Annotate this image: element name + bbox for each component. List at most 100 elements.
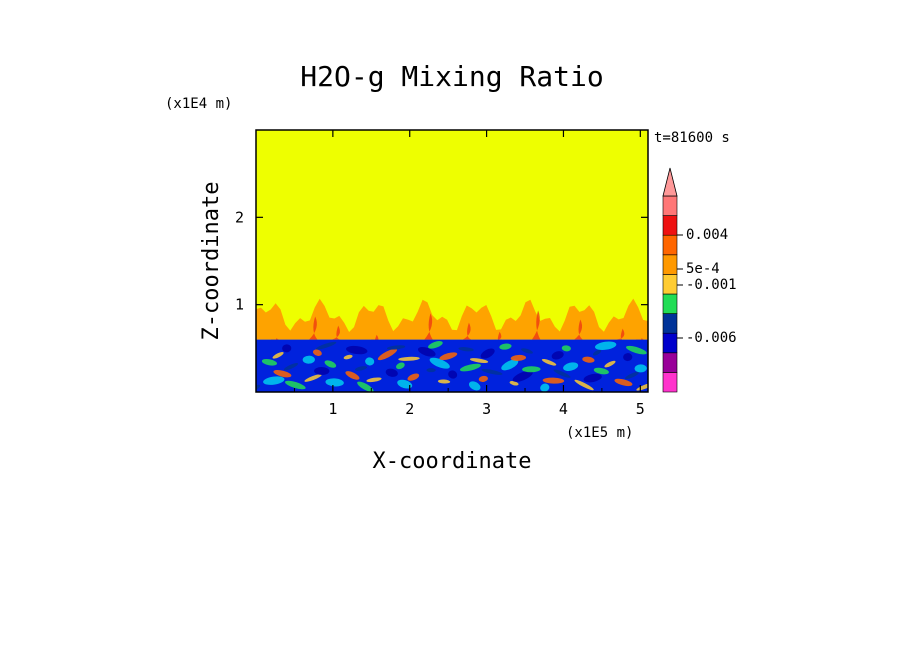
eddy-patch	[563, 362, 579, 371]
eddy-patch	[540, 383, 550, 392]
colorbar-label: 5e-4	[686, 261, 720, 277]
colorbar-segment	[662, 234, 678, 256]
eddy-patch	[377, 348, 398, 361]
y-axis-label: Z-coordinate	[199, 182, 224, 341]
x-unit-label: (x1E5 m)	[566, 425, 633, 441]
eddy-patch	[357, 381, 374, 392]
eddy-patch	[283, 363, 299, 371]
eddy-patch	[302, 355, 315, 364]
plume-streak	[332, 325, 341, 340]
eddy-patch	[397, 379, 413, 389]
eddy-patch	[263, 376, 285, 385]
y-tick-label: 1	[235, 296, 244, 314]
eddy-patch	[304, 374, 322, 382]
plume-streak	[424, 313, 433, 340]
eddy-patch	[417, 346, 436, 357]
eddy-patch	[604, 360, 616, 368]
eddy-patch	[583, 373, 602, 383]
x-tick-label: 5	[636, 400, 645, 418]
eddy-patch	[426, 368, 436, 373]
x-tick-label: 3	[482, 400, 491, 418]
eddy-patch	[345, 371, 360, 380]
eddy-patch	[468, 381, 481, 391]
eddy-patch	[429, 357, 450, 369]
eddy-patch	[512, 370, 533, 382]
eddy-patch	[499, 343, 512, 350]
eddy-patch	[448, 370, 458, 379]
plume-layer-field	[256, 298, 648, 340]
eddy-patch	[481, 368, 503, 375]
eddy-patch	[624, 371, 640, 380]
colorbar-segment	[662, 372, 678, 393]
eddy-patch	[594, 341, 617, 350]
plume-streak	[531, 310, 541, 340]
x-tick-label: 4	[559, 400, 568, 418]
eddy-patch	[365, 357, 375, 366]
colorbar-extend-arrow	[662, 167, 678, 197]
eddy-patch	[439, 352, 458, 361]
eddy-patch	[634, 364, 647, 373]
plume-streak	[616, 328, 625, 340]
eddy-patch	[623, 353, 633, 362]
plume-streak	[309, 316, 318, 340]
eddy-patch	[272, 352, 284, 359]
colorbar-label: -0.006	[686, 330, 737, 346]
colorbar-segment	[662, 313, 678, 334]
eddy-patch	[366, 377, 382, 383]
eddy-patch	[261, 359, 278, 366]
plot-frame	[255, 129, 649, 393]
eddy-patch	[626, 345, 647, 355]
x-tick-label: 1	[328, 400, 337, 418]
eddy-patch	[343, 354, 353, 360]
colorbar-label: -0.001	[686, 277, 737, 293]
colorbar-segment	[662, 352, 678, 373]
eddy-patch	[285, 380, 306, 390]
eddy-patch	[325, 378, 344, 387]
colorbar-segment	[662, 332, 678, 354]
eddy-patch	[459, 363, 481, 372]
eddy-patch	[256, 384, 261, 391]
eddy-patch	[428, 341, 443, 349]
time-label: t=81600 s	[654, 130, 730, 146]
eddy-patch	[592, 349, 602, 356]
plume-streak	[462, 322, 472, 340]
eddy-patch	[510, 354, 527, 361]
eddy-patch	[437, 379, 451, 384]
eddy-patch	[501, 359, 519, 371]
eddy-patch	[509, 380, 519, 386]
y-tick-label: 2	[235, 208, 244, 226]
colorbar-segment	[662, 195, 678, 216]
eddy-patch	[458, 347, 474, 352]
x-axis-label: X-coordinate	[373, 449, 532, 474]
colorbar-segment	[662, 274, 678, 295]
eddy-patch	[315, 341, 337, 350]
eddy-patch	[480, 348, 495, 359]
eddy-patch	[355, 366, 368, 371]
axes: 1 2 3 4 5 1 2	[235, 130, 648, 418]
eddy-patch	[282, 344, 292, 353]
chart-title: H2O-g Mixing Ratio	[300, 60, 603, 93]
eddy-patch	[398, 356, 420, 361]
colorbar-segment	[662, 293, 678, 314]
eddy-patch	[273, 369, 292, 378]
eddy-patch	[407, 373, 420, 381]
eddy-patch	[346, 345, 368, 355]
eddy-patch	[396, 362, 405, 370]
eddy-patch	[312, 349, 322, 356]
eddy-patch	[614, 378, 633, 387]
eddy-patch	[542, 377, 565, 384]
eddy-patch	[574, 379, 594, 391]
boundary-layer-field	[256, 339, 648, 392]
eddy-patch	[593, 367, 609, 375]
eddy-patch	[386, 345, 406, 350]
plot-area	[256, 130, 648, 392]
eddy-patch	[469, 358, 489, 364]
eddy-patch	[521, 348, 533, 354]
eddy-patch	[541, 358, 557, 366]
eddy-patch	[582, 356, 595, 363]
eddy-patch	[561, 345, 571, 352]
plume-streak	[493, 331, 502, 341]
eddy-patch	[522, 366, 541, 373]
eddy-patch	[314, 367, 330, 376]
